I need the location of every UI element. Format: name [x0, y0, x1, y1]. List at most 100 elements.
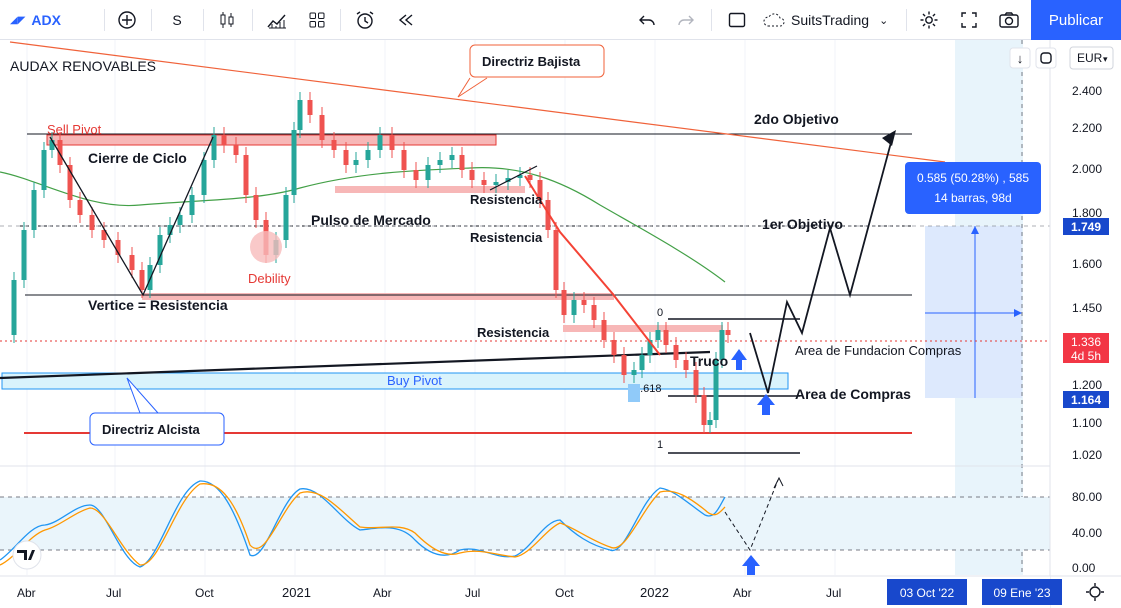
candle-body [331, 140, 337, 150]
layout-menu[interactable]: SuitsTrading ⌄ [762, 0, 902, 40]
target-price-badge: 1.749 [1063, 218, 1109, 235]
gear-icon [920, 11, 938, 29]
chart-type-button[interactable] [214, 0, 240, 40]
candle-body [673, 345, 679, 360]
candle-body [211, 135, 217, 160]
candles-icon [220, 12, 234, 28]
candle-body [233, 145, 239, 155]
directriz-alcista-label: Directriz Alcista [102, 422, 201, 437]
truco-label: Truco [690, 353, 728, 369]
chart-canvas[interactable]: Sell Pivot Buy Pivot 0 0.618 1 Debility … [0, 40, 1121, 608]
time-axis[interactable]: Abr Jul Oct 2021 Abr Jul Oct 2022 Abr Ju… [17, 585, 841, 600]
measure-box [925, 226, 1022, 398]
candle-body [365, 150, 371, 160]
candle-body [545, 200, 551, 230]
candle-body [11, 280, 17, 335]
candle-body [21, 230, 27, 280]
candle-body [89, 215, 95, 230]
candle-body [611, 340, 617, 355]
fib-1-label: 1 [657, 439, 663, 451]
callout-directriz-bajista: Directriz Bajista [457, 44, 605, 98]
time-badge-end: 09 Ene '23 [993, 586, 1050, 600]
resistance-zone-3 [563, 325, 723, 332]
candle-body [389, 135, 395, 150]
instrument-title: AUDAX RENOVABLES [10, 58, 156, 74]
candle-body [189, 195, 195, 215]
camera-icon [999, 12, 1019, 28]
publish-button[interactable]: Publicar [1031, 0, 1121, 40]
sell-pivot-label: Sell Pivot [47, 122, 102, 137]
candle-body [601, 320, 607, 340]
area-fundacion-label: Area de Fundacion Compras [795, 343, 962, 358]
price-axis[interactable]: 2.400 2.200 2.000 1.800 1.600 1.450 1.20… [1072, 84, 1102, 575]
objetivo1-label: 1er Objetivo [762, 216, 843, 232]
price-tick: 2.000 [1072, 162, 1102, 176]
expand-icon [961, 12, 977, 28]
replay-button[interactable] [393, 0, 419, 40]
support-price-badge: 1.164 [1063, 391, 1109, 408]
undo-button[interactable] [634, 0, 660, 40]
time-gridlines [26, 40, 836, 575]
candle-body [307, 100, 313, 115]
snapshot-button[interactable] [996, 0, 1022, 40]
candle-body [527, 175, 533, 180]
resistance-zone-2 [142, 293, 614, 300]
candle-body [561, 290, 567, 315]
alert-button[interactable] [352, 0, 378, 40]
chart-settings-button[interactable] [1086, 583, 1104, 601]
candle-body [101, 230, 107, 240]
candle-body [201, 160, 207, 195]
time-tick: 2021 [282, 585, 311, 600]
sell-pivot-zone [46, 134, 497, 146]
price-tick: 1.020 [1072, 448, 1102, 462]
candle-body [655, 330, 661, 340]
settings-button[interactable] [916, 0, 942, 40]
auto-scale-button[interactable] [1035, 47, 1057, 69]
templates-button[interactable] [304, 0, 330, 40]
candle-body [481, 180, 487, 185]
refresh-icon [1040, 52, 1052, 64]
currency-label: EUR [1077, 51, 1103, 65]
cycle-zigzag [49, 136, 214, 297]
cierre-ciclo-label: Cierre de Ciclo [88, 150, 187, 166]
target-price: 1.749 [1071, 220, 1101, 234]
currency-selector[interactable]: EUR ▾ [1069, 46, 1114, 70]
time-tick: Abr [373, 586, 392, 600]
candle-body [469, 170, 475, 180]
publish-label: Publicar [1048, 11, 1104, 29]
candle-body [591, 305, 597, 320]
current-price-badge: 1.336 4d 5h [1063, 333, 1109, 363]
price-tick: 1.450 [1072, 301, 1102, 315]
candle-body [663, 330, 669, 345]
price-tick: 2.400 [1072, 84, 1102, 98]
candle-body [291, 130, 297, 195]
symbol-search[interactable]: ◢◤ ADX [10, 0, 70, 40]
time-tick: Jul [826, 586, 841, 600]
price-tick: 1.600 [1072, 257, 1102, 271]
pulso-label: Pulso de Mercado [311, 212, 431, 228]
measure-line2: 14 barras, 98d [934, 191, 1011, 205]
indicators-button[interactable] [264, 0, 290, 40]
fullscreen-layout-button[interactable] [724, 0, 750, 40]
support-price: 1.164 [1071, 393, 1101, 407]
redo-button[interactable] [673, 0, 699, 40]
candle-body [343, 150, 349, 165]
layout-name: SuitsTrading [791, 12, 870, 28]
candle-body [631, 370, 637, 375]
stoch-d-line [0, 483, 726, 566]
candle-body [49, 140, 55, 150]
chevron-down-icon: ⌄ [879, 14, 889, 27]
bullish-trendline [0, 350, 711, 380]
interval-button[interactable]: S [164, 0, 190, 40]
candle-body [647, 340, 653, 355]
candle-body [139, 270, 145, 290]
symbol-label: ADX [31, 12, 61, 28]
scroll-down-button[interactable]: ↓ [1009, 47, 1031, 69]
fib-0-label: 0 [657, 307, 663, 319]
candle-body [713, 360, 719, 420]
compare-button[interactable] [114, 0, 140, 40]
indicators-icon [267, 14, 286, 29]
osc-tick: 40.00 [1072, 526, 1102, 540]
buy-arrows [731, 349, 775, 575]
fullscreen-button[interactable] [956, 0, 982, 40]
